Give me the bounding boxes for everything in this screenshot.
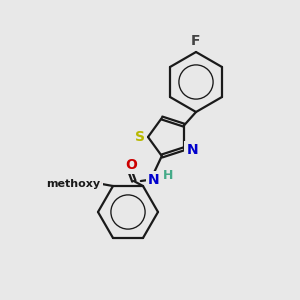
Text: O: O [89, 177, 101, 191]
Text: O: O [125, 158, 137, 172]
Text: N: N [186, 143, 198, 157]
Text: H: H [163, 169, 173, 182]
Text: methoxy: methoxy [46, 179, 100, 189]
Text: F: F [191, 34, 201, 48]
Text: S: S [135, 130, 145, 144]
Text: N: N [148, 173, 160, 187]
